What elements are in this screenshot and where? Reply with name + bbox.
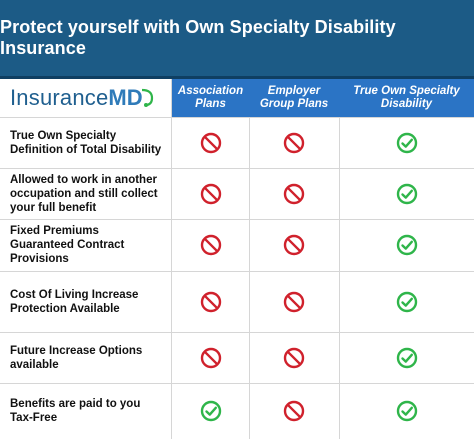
status-cell-own-specialty [339,332,474,383]
status-cell-association [172,168,250,219]
feature-cell: True Own Specialty Definition of Total D… [0,118,172,168]
prohibited-icon [283,183,305,204]
logo-cell: Insurance MD [0,79,172,117]
status-cell-employer [249,383,340,439]
insurancemd-logo: Insurance MD [10,85,155,111]
feature-cell: Benefits are paid to you Tax-Free [0,383,172,439]
prohibited-icon [283,400,305,422]
stethoscope-icon [141,88,153,107]
status-cell-association [172,332,250,383]
prohibited-icon [283,347,305,368]
check-icon [396,347,417,368]
logo-text: Insurance [10,85,109,110]
column-header-own-specialty: True Own Specialty Disability [339,79,474,117]
comparison-table: Insurance MD Association Plans Employer … [0,79,474,439]
feature-cell: Allowed to work in another occupation an… [0,168,172,219]
status-cell-association [172,383,250,439]
logo-md: MD [108,85,143,110]
table-row: Fixed Premiums Guaranteed Contract Provi… [0,219,474,272]
check-icon [200,400,221,422]
column-label: Employer Group Plans [259,85,329,110]
column-header-employer: Employer Group Plans [249,79,340,117]
check-icon [396,291,417,312]
feature-label: Allowed to work in another occupation an… [10,173,158,214]
feature-cell: Future Increase Options available [0,332,172,383]
column-header-association: Association Plans [172,79,250,117]
banner-divider [0,76,474,79]
prohibited-icon [283,291,305,312]
status-cell-association [172,118,250,168]
feature-label: Benefits are paid to you Tax-Free [10,398,141,424]
status-cell-own-specialty [339,271,474,332]
prohibited-icon [283,234,305,256]
status-cell-own-specialty [339,219,474,271]
status-cell-employer [249,271,340,332]
feature-label: True Own Specialty Definition of Total D… [10,130,162,156]
feature-label: Fixed Premiums Guaranteed Contract Provi… [10,225,125,265]
check-icon [396,132,417,154]
page-title: Protect yourself with Own Specialty Disa… [0,17,396,58]
check-icon [396,400,417,422]
table-header: Insurance MD Association Plans Employer … [0,79,474,118]
check-icon [396,183,417,204]
status-cell-employer [249,332,340,383]
prohibited-icon [283,132,305,154]
prohibited-icon [200,347,221,368]
table-row: Cost Of Living Increase Protection Avail… [0,271,474,333]
status-cell-association [172,271,250,332]
status-cell-own-specialty [339,118,474,168]
table-row: Benefits are paid to you Tax-Free [0,383,474,439]
feature-cell: Cost Of Living Increase Protection Avail… [0,271,172,332]
prohibited-icon [200,183,221,204]
status-cell-employer [249,168,340,219]
table-row: Future Increase Options available [0,332,474,384]
feature-label: Future Increase Options available [10,344,143,371]
status-cell-own-specialty [339,168,474,219]
check-icon [396,234,417,256]
status-cell-employer [249,118,340,168]
status-cell-own-specialty [339,383,474,439]
column-label: True Own Specialty Disability [353,85,460,110]
prohibited-icon [200,291,221,312]
title-banner: Protect yourself with Own Specialty Disa… [0,0,474,76]
column-label: Association Plans [177,85,244,110]
table-row: True Own Specialty Definition of Total D… [0,118,474,169]
feature-cell: Fixed Premiums Guaranteed Contract Provi… [0,219,172,271]
status-cell-association [172,219,250,271]
feature-label: Cost Of Living Increase Protection Avail… [10,288,139,315]
status-cell-employer [249,219,340,271]
prohibited-icon [200,234,221,256]
prohibited-icon [200,132,221,154]
table-row: Allowed to work in another occupation an… [0,168,474,220]
